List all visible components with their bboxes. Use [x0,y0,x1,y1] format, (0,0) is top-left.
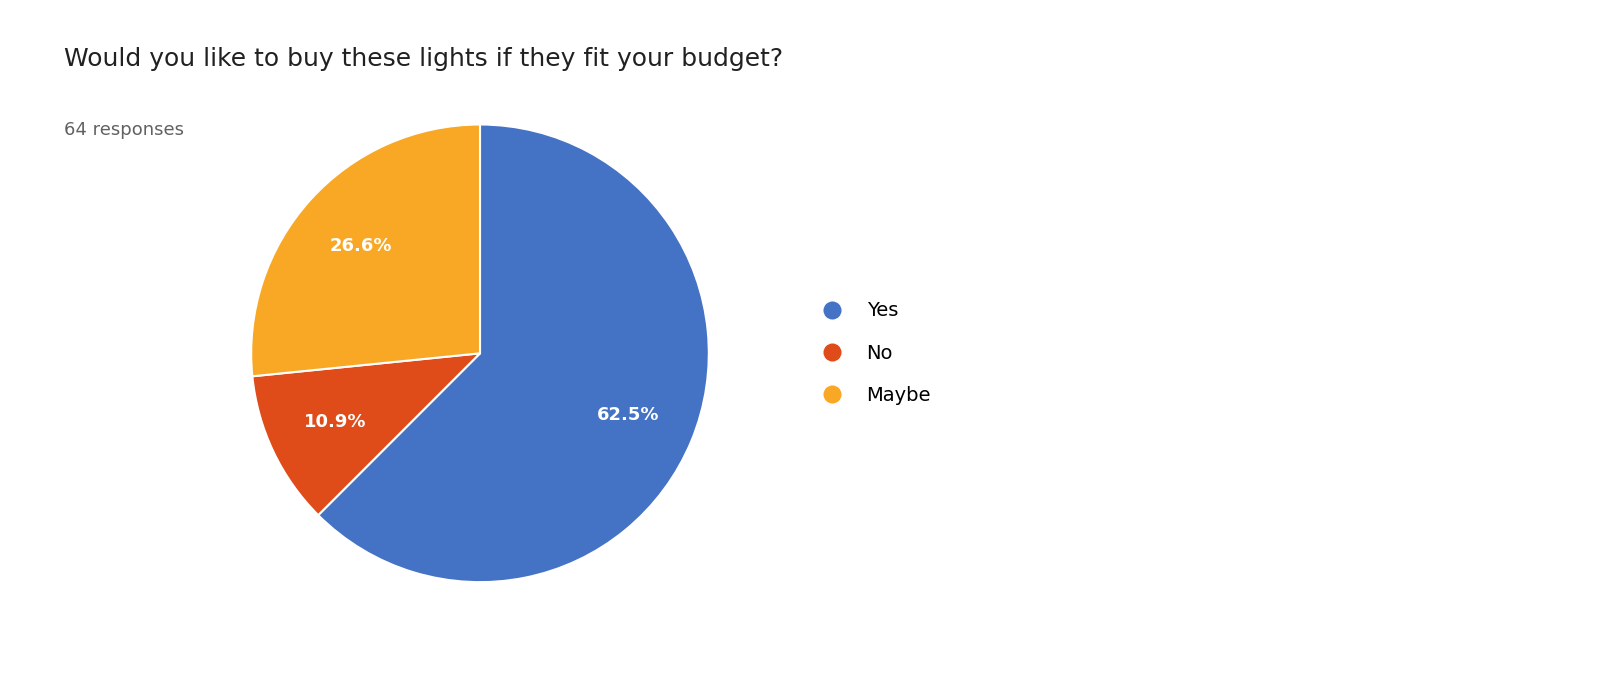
Legend: Yes, No, Maybe: Yes, No, Maybe [805,293,939,413]
Wedge shape [251,125,480,376]
Text: 26.6%: 26.6% [330,237,392,255]
Text: 10.9%: 10.9% [304,413,366,431]
Text: 64 responses: 64 responses [64,121,184,139]
Wedge shape [318,125,709,582]
Text: 62.5%: 62.5% [597,406,659,423]
Text: Would you like to buy these lights if they fit your budget?: Would you like to buy these lights if th… [64,47,782,71]
Wedge shape [253,353,480,515]
